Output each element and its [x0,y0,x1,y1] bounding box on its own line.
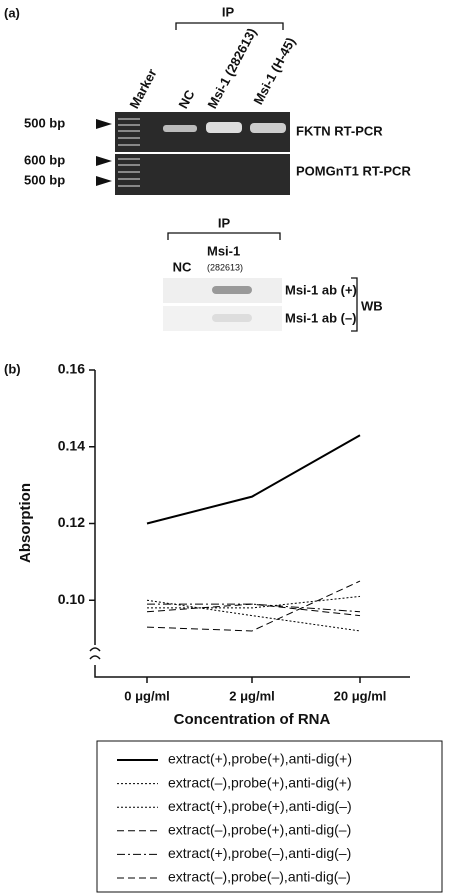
lane-label: Msi-1 (H-45) [250,35,298,107]
figure: (a) IP Marker NC Msi-1 (282613) Msi-1 (H… [0,0,449,893]
legend-label: extract(+),probe(+),anti-dig(+) [168,751,352,767]
lane-label: NC [175,87,197,111]
y-tick-label: 0.10 [58,591,85,607]
band [206,122,242,133]
lane-label: NC [173,259,192,274]
lane-label: Msi-1 [207,243,240,258]
size-marker: 500 bp [24,115,65,130]
legend-label: extract(–),probe(–),anti-dig(–) [168,869,351,885]
lane-label: Marker [126,66,159,111]
wb-label: WB [361,298,383,313]
band [212,314,252,322]
panel-label: (b) [4,361,21,376]
ip-bracket [176,23,283,30]
legend-label: extract(–),probe(+),anti-dig(+) [168,774,352,790]
lane-note: (282613) [207,262,243,272]
legend-label: extract(–),probe(+),anti-dig(–) [168,822,351,838]
band [250,123,286,133]
y-tick-label: 0.16 [58,361,85,377]
legend-label: extract(+),probe(–),anti-dig(–) [168,845,351,861]
wb-row: Msi-1 ab (+) [285,282,357,297]
wb-row: Msi-1 ab (–) [285,310,357,325]
axis-break [90,648,100,659]
x-tick-label: 2 μg/ml [229,688,275,703]
x-tick-label: 0 μg/ml [124,688,170,703]
size-marker: 500 bp [24,172,65,187]
data-line [147,596,360,608]
y-tick-label: 0.12 [58,514,85,530]
data-line [147,435,360,523]
x-tick-label: 20 μg/ml [334,688,387,703]
y-axis-label: Absorption [17,483,34,563]
band [212,286,252,294]
ip-label: IP [218,215,231,230]
size-marker: 600 bp [24,152,65,167]
gel-label: FKTN RT-PCR [296,123,383,138]
band [163,125,197,132]
gel-label: POMGnT1 RT-PCR [296,163,411,178]
y-tick-label: 0.14 [58,437,85,453]
arrows [96,119,112,186]
x-axis-label: Concentration of RNA [174,711,331,728]
data-line [147,600,360,631]
page: (a) IP Marker NC Msi-1 (282613) Msi-1 (H… [0,0,449,893]
ip-bracket [168,233,280,240]
panel-label: (a) [4,5,20,20]
ip-label: IP [222,4,235,19]
legend-label: extract(+),probe(+),anti-dig(–) [168,798,352,814]
gel [115,154,290,195]
data-line [147,581,360,631]
